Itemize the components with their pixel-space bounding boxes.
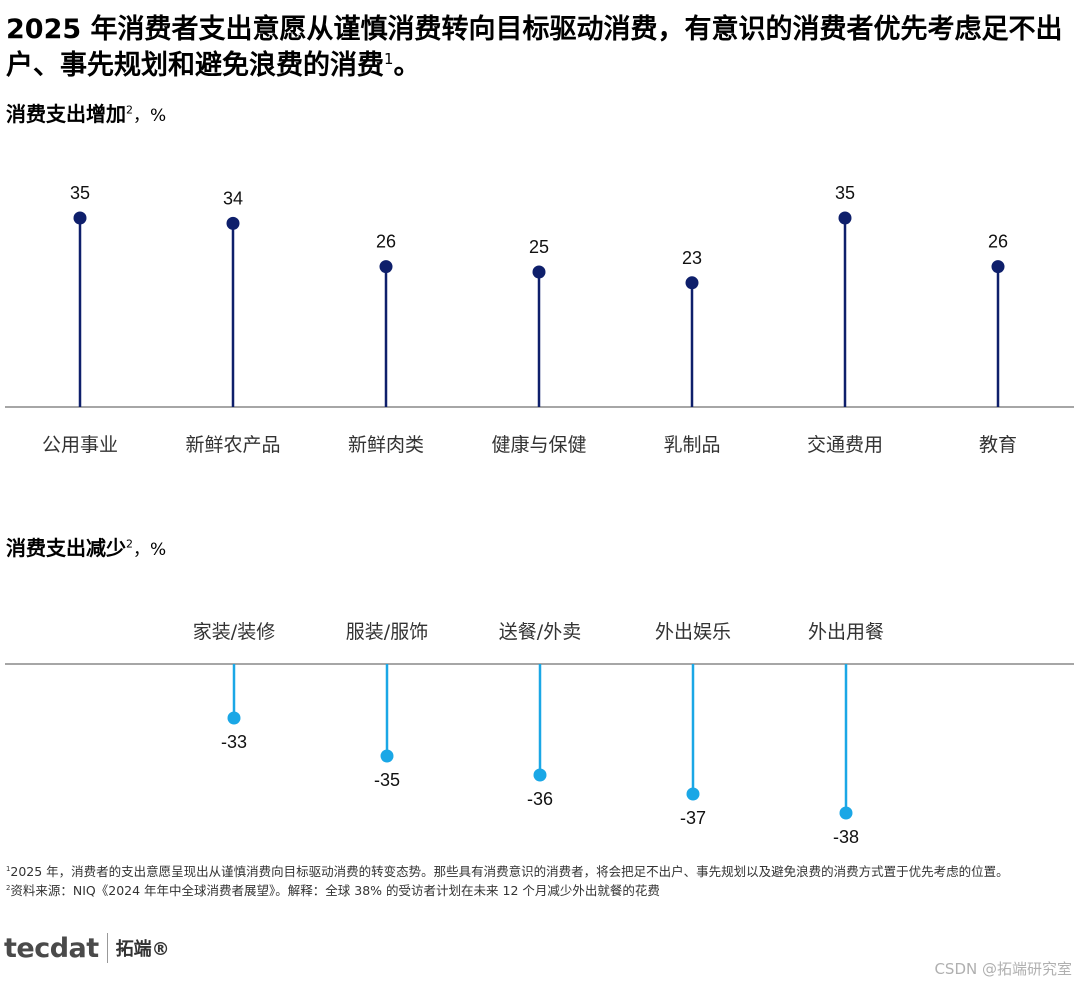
increase-data-label: 35 xyxy=(835,183,855,203)
footnote-2: 2资料来源：NIQ《2024 年年中全球消费者展望》。解释：全球 38% 的受访… xyxy=(6,883,660,898)
decrease-category-label: 服装/服饰 xyxy=(346,621,428,643)
footnote-1: 12025 年，消费者的支出意愿呈现出从谨慎消费向目标驱动消费的转变态势。那些具… xyxy=(6,864,1009,879)
decrease-section-title: 消费支出减少2，% xyxy=(6,536,167,560)
increase-point xyxy=(532,265,546,279)
footnotes: 12025 年，消费者的支出意愿呈现出从谨慎消费向目标驱动消费的转变态势。那些具… xyxy=(6,864,1070,902)
decrease-category-label: 家装/装修 xyxy=(193,621,275,643)
increase-point xyxy=(685,276,699,290)
page-title: 2025 年消费者支出意愿从谨慎消费转向目标驱动消费，有意识的消费者优先考虑足不… xyxy=(6,14,1063,81)
increase-point xyxy=(991,260,1005,274)
decrease-data-label: -38 xyxy=(833,827,859,847)
decrease-point xyxy=(839,806,853,820)
decrease-data-label: -35 xyxy=(374,770,400,790)
logo-text: 拓端® xyxy=(115,939,170,960)
lollipop-charts: 35 公用事业 34 新鲜农产品 26 新鲜肉类 25 健康与保健 23 乳制品 35 交通费用 26 教… xyxy=(5,183,1074,847)
increase-point xyxy=(838,211,852,225)
increase-category-label: 新鲜肉类 xyxy=(348,434,424,456)
increase-category-label: 教育 xyxy=(979,434,1017,456)
decrease-category-label: 送餐/外卖 xyxy=(499,621,581,643)
increase-point xyxy=(226,216,240,230)
brand-logo: tecdat 拓端® xyxy=(4,928,170,968)
logo-mark: tecdat xyxy=(4,932,99,964)
increase-category-label: 乳制品 xyxy=(663,434,720,456)
decrease-category-label: 外出娱乐 xyxy=(655,621,731,643)
increase-category-label: 公用事业 xyxy=(42,434,118,456)
decrease-data-label: -36 xyxy=(527,789,553,809)
increase-data-label: 25 xyxy=(529,237,549,257)
decrease-point xyxy=(227,711,241,725)
decrease-data-label: -33 xyxy=(221,732,247,752)
increase-point xyxy=(379,260,393,274)
increase-section-title: 消费支出增加2，% xyxy=(6,102,167,126)
decrease-point xyxy=(686,787,700,801)
decrease-category-label: 外出用餐 xyxy=(808,621,884,643)
decrease-point xyxy=(533,768,547,782)
increase-category-label: 新鲜农产品 xyxy=(185,434,280,456)
increase-data-label: 23 xyxy=(682,248,702,268)
increase-point xyxy=(73,211,87,225)
increase-category-label: 交通费用 xyxy=(807,434,883,456)
increase-data-label: 34 xyxy=(223,188,243,208)
increase-data-label: 26 xyxy=(988,232,1008,252)
watermark: CSDN @拓端研究室 xyxy=(934,960,1072,978)
decrease-point xyxy=(380,749,394,763)
logo-divider xyxy=(106,933,108,963)
increase-data-label: 35 xyxy=(70,183,90,203)
decrease-data-label: -37 xyxy=(680,808,706,828)
increase-data-label: 26 xyxy=(376,232,396,252)
increase-category-label: 健康与保健 xyxy=(491,434,586,456)
